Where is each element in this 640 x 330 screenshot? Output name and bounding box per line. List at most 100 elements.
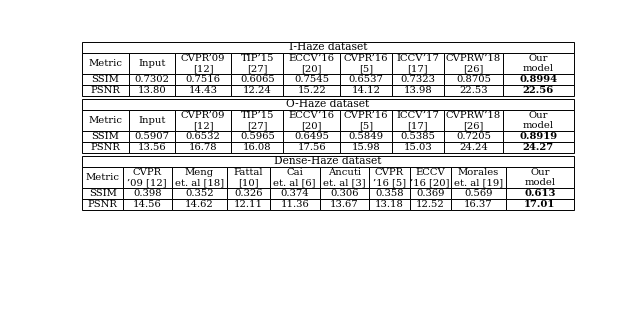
Bar (227, 199, 270, 210)
Text: 14.56: 14.56 (133, 200, 162, 209)
Bar (451, 167, 506, 188)
Bar (175, 74, 232, 85)
Bar (175, 53, 232, 74)
Text: TIP’15
[27]: TIP’15 [27] (241, 111, 274, 130)
Bar (129, 110, 175, 131)
Text: SSIM: SSIM (92, 132, 120, 141)
Text: Meng
et. al [18]: Meng et. al [18] (175, 168, 224, 187)
Bar (172, 199, 227, 210)
Bar (227, 188, 270, 199)
Text: 0.7205: 0.7205 (456, 132, 491, 141)
Text: 0.7516: 0.7516 (186, 75, 221, 84)
Text: 0.369: 0.369 (416, 189, 444, 198)
Text: 0.613: 0.613 (524, 189, 556, 198)
Bar (444, 74, 503, 85)
Text: 14.12: 14.12 (351, 86, 380, 95)
Text: 0.6495: 0.6495 (294, 132, 329, 141)
Text: Our
model: Our model (523, 111, 554, 130)
Bar (503, 53, 573, 74)
Text: O-Haze dataset: O-Haze dataset (286, 99, 370, 109)
Bar (129, 85, 175, 96)
Text: 0.7545: 0.7545 (294, 75, 329, 84)
Bar (83, 53, 129, 74)
Bar (444, 131, 503, 142)
Bar (284, 131, 340, 142)
Text: 0.7302: 0.7302 (134, 75, 170, 84)
Bar (444, 142, 503, 153)
Bar (503, 142, 573, 153)
Bar (392, 74, 444, 85)
Bar (232, 110, 284, 131)
Text: CVPR’16
[5]: CVPR’16 [5] (344, 111, 388, 130)
Bar (319, 188, 369, 199)
Text: 0.352: 0.352 (185, 189, 214, 198)
Text: 0.6532: 0.6532 (186, 132, 221, 141)
Bar (83, 142, 129, 153)
Bar (232, 142, 284, 153)
Text: CVPRW’18
[26]: CVPRW’18 [26] (446, 111, 501, 130)
Text: 13.67: 13.67 (330, 200, 358, 209)
Text: 0.5965: 0.5965 (240, 132, 275, 141)
Bar (410, 167, 451, 188)
Text: SSIM: SSIM (89, 189, 116, 198)
Bar (284, 53, 340, 74)
Text: CVPR
’16 [5]: CVPR ’16 [5] (373, 168, 406, 187)
Bar (451, 188, 506, 199)
Text: Our
model: Our model (523, 54, 554, 73)
Text: PSNR: PSNR (90, 143, 120, 152)
Text: CVPR
’09 [12]: CVPR ’09 [12] (127, 168, 167, 187)
Bar (506, 188, 573, 199)
Bar (227, 167, 270, 188)
Text: 0.8919: 0.8919 (519, 132, 557, 141)
Text: 22.56: 22.56 (523, 86, 554, 95)
Text: 0.306: 0.306 (330, 189, 358, 198)
Text: 22.53: 22.53 (459, 86, 488, 95)
Text: 0.398: 0.398 (133, 189, 161, 198)
Text: Fattal
[10]: Fattal [10] (234, 168, 263, 187)
Text: 24.24: 24.24 (459, 143, 488, 152)
Text: 16.08: 16.08 (243, 143, 272, 152)
Bar (83, 99, 573, 110)
Text: Metric: Metric (86, 173, 120, 182)
Bar (175, 142, 232, 153)
Text: Metric: Metric (88, 59, 122, 68)
Bar (284, 74, 340, 85)
Bar (83, 85, 129, 96)
Text: 16.37: 16.37 (464, 200, 493, 209)
Bar (410, 199, 451, 210)
Text: 11.36: 11.36 (280, 200, 309, 209)
Bar (83, 156, 573, 167)
Bar (83, 188, 123, 199)
Text: 12.24: 12.24 (243, 86, 272, 95)
Text: 15.98: 15.98 (351, 143, 380, 152)
Bar (270, 199, 319, 210)
Bar (319, 199, 369, 210)
Text: 13.80: 13.80 (138, 86, 166, 95)
Text: Dense-Haze dataset: Dense-Haze dataset (275, 156, 381, 166)
Bar (123, 188, 172, 199)
Text: 12.52: 12.52 (416, 200, 445, 209)
Bar (284, 142, 340, 153)
Bar (369, 167, 410, 188)
Text: SSIM: SSIM (92, 75, 120, 84)
Bar (172, 188, 227, 199)
Text: Morales
et. al [19]: Morales et. al [19] (454, 168, 503, 187)
Text: Our
model: Our model (524, 168, 556, 187)
Bar (83, 74, 129, 85)
Bar (444, 85, 503, 96)
Bar (83, 110, 129, 131)
Bar (392, 110, 444, 131)
Text: 0.5907: 0.5907 (134, 132, 170, 141)
Bar (83, 42, 573, 53)
Text: CVPR’16
[5]: CVPR’16 [5] (344, 54, 388, 73)
Text: 24.27: 24.27 (523, 143, 554, 152)
Bar (175, 131, 232, 142)
Bar (503, 74, 573, 85)
Text: 0.358: 0.358 (375, 189, 404, 198)
Text: 0.569: 0.569 (464, 189, 492, 198)
Bar (392, 142, 444, 153)
Bar (506, 167, 573, 188)
Text: 13.98: 13.98 (403, 86, 432, 95)
Text: TIP’15
[27]: TIP’15 [27] (241, 54, 274, 73)
Text: 0.6065: 0.6065 (240, 75, 275, 84)
